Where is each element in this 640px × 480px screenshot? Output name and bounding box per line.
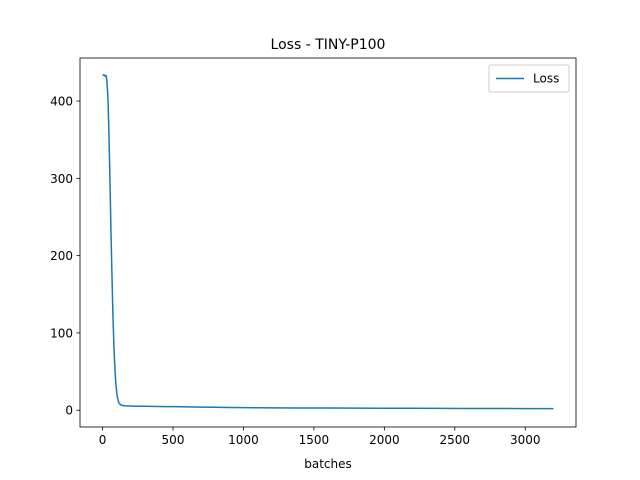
plot-area	[80, 58, 576, 427]
x-tick-label: 2500	[440, 433, 471, 447]
x-tick-label: 0	[99, 433, 107, 447]
legend: Loss	[488, 64, 570, 93]
x-tick-label: 1000	[228, 433, 259, 447]
x-tick-label: 2000	[369, 433, 400, 447]
y-tick-label: 300	[50, 172, 73, 186]
x-tick-label: 500	[162, 433, 185, 447]
y-tick-label: 400	[50, 95, 73, 109]
x-axis-label: batches	[304, 457, 352, 471]
legend-label-loss: Loss	[533, 72, 559, 86]
x-tick-label: 1500	[299, 433, 330, 447]
axis-ticks: 0 500 1000 1500 2000 2500 3000 0 100 200 300 400	[50, 95, 540, 447]
y-tick-label: 100	[50, 326, 73, 340]
legend-box	[488, 64, 570, 93]
y-tick-label: 0	[65, 404, 73, 418]
x-tick-label: 3000	[510, 433, 541, 447]
series-line-loss	[102, 74, 554, 410]
y-tick-label: 200	[50, 249, 73, 263]
chart-title: Loss - TINY-P100	[271, 37, 386, 53]
plot-frame	[79, 57, 577, 428]
